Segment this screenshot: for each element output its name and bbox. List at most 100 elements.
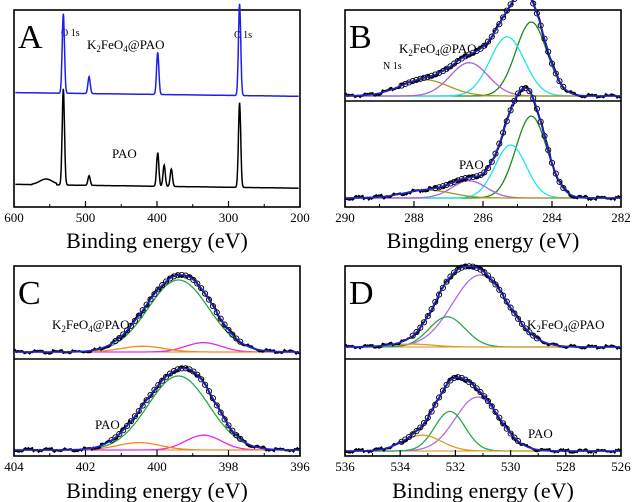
data-point xyxy=(163,373,170,380)
data-point xyxy=(229,331,236,338)
data-point xyxy=(108,437,115,444)
data-point xyxy=(127,322,135,329)
data-point xyxy=(217,409,224,416)
data-point xyxy=(409,78,416,85)
fit-component xyxy=(345,79,621,97)
data-point xyxy=(515,438,522,445)
data-point xyxy=(190,276,197,283)
data-point xyxy=(496,286,503,293)
data-point xyxy=(530,0,537,7)
data-point xyxy=(213,402,220,409)
data-point xyxy=(507,107,514,114)
data-point xyxy=(503,298,510,305)
data-point xyxy=(194,371,201,378)
data-point xyxy=(127,418,135,425)
panel-d-xlabel: Binding energy (eV) xyxy=(392,478,574,502)
data-point xyxy=(225,326,232,333)
data-point xyxy=(526,88,533,95)
data-point xyxy=(447,273,454,280)
data-point xyxy=(202,290,209,297)
data-point xyxy=(124,422,131,429)
data-point xyxy=(233,432,240,439)
fit-envelope xyxy=(14,367,300,451)
survey-line-k2feo4-pao xyxy=(15,3,299,98)
data-point xyxy=(159,377,166,384)
data-point xyxy=(500,14,507,21)
data-point xyxy=(205,388,213,395)
data-point xyxy=(488,158,495,165)
data-point xyxy=(469,382,477,389)
data-point xyxy=(481,42,488,49)
data-point xyxy=(424,414,431,421)
panel-a-spectra xyxy=(15,3,299,189)
data-point xyxy=(500,292,507,299)
data-point xyxy=(511,434,518,441)
data-point xyxy=(518,85,525,93)
data-point xyxy=(139,307,146,314)
data-point xyxy=(428,408,435,415)
x-tick-label: 290 xyxy=(335,210,355,225)
data-point xyxy=(484,272,492,279)
x-tick-label: 526 xyxy=(611,459,631,474)
x-tick-label: 400 xyxy=(147,210,167,225)
data-point xyxy=(417,424,424,431)
data-point xyxy=(488,276,495,283)
data-point xyxy=(413,428,420,435)
data-point xyxy=(560,184,567,192)
x-tick-label: 398 xyxy=(219,459,239,474)
x-tick-label: 600 xyxy=(4,210,24,225)
fit-component xyxy=(345,410,621,452)
data-point xyxy=(120,331,127,338)
panel-b-bottom-label: PAO xyxy=(459,157,484,172)
x-tick-label: 200 xyxy=(290,210,310,225)
survey-line-pao xyxy=(15,88,299,189)
data-point xyxy=(116,334,123,342)
data-point xyxy=(147,296,154,303)
data-point xyxy=(209,302,216,310)
panel-d-frame xyxy=(344,265,622,457)
panel-a-letter: A xyxy=(18,19,43,56)
panel-b-xlabel: Bingding energy (eV) xyxy=(387,228,580,253)
data-point xyxy=(436,69,443,77)
data-point xyxy=(205,296,213,303)
data-point xyxy=(447,180,454,187)
fit-envelope xyxy=(345,265,621,348)
panel-b-x-axis: 290 288 286 284 282 xyxy=(335,201,631,225)
data-point xyxy=(420,419,428,427)
data-point xyxy=(481,169,488,176)
data-point xyxy=(233,335,240,342)
data-point xyxy=(409,332,416,339)
data-point xyxy=(112,338,119,345)
data-point xyxy=(432,401,439,408)
data-point xyxy=(155,286,162,293)
data-point xyxy=(451,178,458,185)
data-point xyxy=(439,387,446,394)
data-point xyxy=(170,273,177,280)
x-tick-label: 500 xyxy=(76,210,96,225)
data-point xyxy=(511,97,518,104)
data-point xyxy=(484,398,492,405)
x-tick-label: 532 xyxy=(446,459,466,474)
data-point xyxy=(405,79,413,86)
data-point xyxy=(436,394,443,401)
panel-c: C K2FeO4@PAO PAO 404 402 400 398 396 Binding… xyxy=(4,265,310,502)
data-point xyxy=(481,269,488,276)
panel-d-x-axis: 536 534 532 530 528 526 xyxy=(335,450,631,474)
x-tick-label: 396 xyxy=(290,459,310,474)
n1s-annotation: N 1s xyxy=(383,61,402,72)
raw-spectrum xyxy=(344,263,622,351)
data-point xyxy=(492,27,499,34)
fit-component xyxy=(345,274,621,348)
data-point xyxy=(533,335,540,342)
data-point xyxy=(147,391,154,398)
data-point xyxy=(143,397,150,404)
data-point xyxy=(515,90,522,97)
raw-spectrum xyxy=(13,273,301,356)
panel-a-bottom-label: PAO xyxy=(112,146,137,161)
panel-c-spectra xyxy=(13,271,301,454)
data-point xyxy=(217,315,224,322)
raw-spectrum xyxy=(344,85,622,202)
data-point xyxy=(413,329,420,336)
data-point xyxy=(496,21,503,28)
data-point xyxy=(500,420,507,427)
